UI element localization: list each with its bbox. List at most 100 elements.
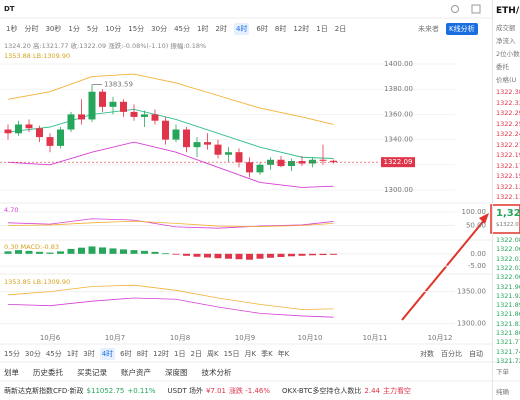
timeframe[interactable]: 15分 — [128, 25, 145, 33]
tab[interactable]: 账户资产 — [121, 367, 151, 377]
timeframe[interactable]: 4时 — [99, 347, 116, 360]
mode[interactable]: 未来者 — [418, 25, 439, 33]
timeframe[interactable]: 月K — [244, 349, 257, 358]
timeframe[interactable]: 6时 — [120, 349, 132, 358]
timeframe[interactable]: 12时 — [293, 25, 310, 33]
timeframe[interactable]: 年K — [277, 349, 290, 358]
candle-body — [288, 161, 295, 167]
toolbar: 15分 30分 45分 1时 3时 4时 6时 8时 12时 1日 2日 周K 15日 月K 季K 年K — [4, 347, 294, 360]
macd-bar — [298, 253, 306, 256]
book-text: 纯确 — [496, 388, 509, 396]
tab[interactable]: 技术分析 — [201, 367, 232, 377]
macd-bar — [319, 253, 327, 256]
timeframe[interactable]: 12时 — [153, 349, 170, 358]
macd-bar — [46, 252, 54, 254]
timeframe[interactable]: 30秒 — [45, 25, 62, 33]
timeframe[interactable]: 30分 — [151, 25, 168, 33]
y-tick-label: -5.00 — [468, 262, 486, 270]
candle-body — [46, 137, 54, 146]
candle-body — [109, 101, 117, 107]
tab[interactable]: 历史委托 — [33, 367, 63, 377]
macd-bar — [141, 250, 148, 254]
timeframe[interactable]: 1日 — [174, 349, 186, 358]
timeframe[interactable]: 8时 — [274, 25, 287, 33]
bid-price: 1321.77 — [496, 338, 520, 347]
timeframe[interactable]: 5分 — [86, 25, 99, 33]
analysis-button[interactable]: K线分析 — [446, 23, 478, 35]
macd-bar — [246, 253, 253, 260]
candle-body — [309, 159, 316, 164]
candle-body — [225, 152, 232, 155]
mid-sub: $1322.0 — [496, 222, 519, 228]
bid-price: 1322.08 — [496, 236, 520, 244]
ask-price: 1322.13 — [496, 182, 520, 191]
macd-bar — [225, 253, 232, 259]
timeframe[interactable]: 2日 — [190, 349, 202, 358]
high-label: 1383.59 — [104, 81, 133, 89]
timeframe[interactable]: 30分 — [24, 349, 41, 358]
timeframe[interactable]: 1时 — [66, 349, 79, 358]
timeframe[interactable]: 4时 — [233, 23, 250, 35]
macd-bar — [193, 253, 201, 257]
timeframe[interactable]: 8时 — [136, 349, 149, 358]
order-button[interactable]: 下单 — [496, 368, 509, 376]
macd-bar — [183, 253, 190, 256]
pair: ETH/U — [496, 6, 520, 16]
band-line — [7, 73, 334, 125]
timeframe[interactable]: 10分 — [105, 25, 122, 33]
timeframe[interactable]: 15日 — [223, 349, 240, 358]
timeframe[interactable]: 季K — [261, 349, 273, 358]
tabs: 划单 历史委托 买卖记录 账户资产 深度图 技术分析 — [4, 364, 246, 380]
tab[interactable]: 买卖记录 — [77, 367, 107, 377]
timeframe[interactable]: 1分 — [68, 25, 80, 33]
ticker-change: 涨跌 -1.46% — [229, 387, 271, 395]
highlight-box — [490, 204, 520, 234]
mid-price: 1,322 — [496, 208, 520, 219]
ticker-name: USDT 场外 — [167, 387, 203, 395]
tab[interactable]: 划单 — [4, 367, 19, 377]
candle-body — [88, 91, 96, 120]
candle-body — [256, 164, 264, 173]
macd-bar — [15, 250, 22, 254]
timeframe[interactable]: 1时 — [197, 25, 209, 33]
indicator-label: 1353.85 LB:1309.90 — [4, 277, 71, 286]
timeframe[interactable]: 45分 — [45, 349, 62, 358]
timeframe[interactable]: 2时 — [215, 25, 227, 33]
ticker-name: OKX-BTC多空持仓人数比 — [282, 387, 362, 395]
ticker-price: 2.44 — [364, 387, 380, 395]
scale-option[interactable]: 百分比 — [441, 349, 462, 358]
timeframe[interactable]: 1日 — [316, 25, 328, 33]
candle-body — [36, 128, 43, 138]
ask-price: 1322.15 — [496, 172, 520, 180]
bid-price: 1321.80 — [496, 329, 520, 337]
book-text: 2位小数 — [496, 50, 520, 58]
macd-bar — [99, 247, 106, 254]
book-text: 委托 — [496, 63, 509, 71]
bid-price: 1321.92 — [496, 291, 520, 300]
timeframe[interactable]: 2日 — [334, 25, 347, 33]
x-tick-label: 10月11 — [363, 334, 388, 342]
timeframe[interactable]: 分时 — [24, 25, 39, 33]
x-tick-label: 10月6 — [40, 334, 61, 342]
icon[interactable] — [471, 4, 481, 14]
scale-option[interactable]: 自动 — [469, 349, 483, 358]
bid-price: 1322.06 — [496, 245, 520, 254]
y-tick-label: 0.00 — [470, 250, 486, 258]
candle-body — [193, 142, 201, 148]
timeframe[interactable]: 15分 — [4, 349, 20, 358]
icon[interactable] — [451, 5, 459, 13]
timeframe[interactable]: 1秒 — [6, 25, 18, 33]
macd-bar — [120, 249, 127, 254]
timeframe[interactable]: 45分 — [174, 25, 191, 33]
tab[interactable]: 深度图 — [165, 367, 188, 377]
timeframe[interactable]: 周K — [206, 349, 219, 358]
y-tick-label: 1380.00 — [384, 85, 413, 93]
bid-price: 1322.00 — [496, 273, 520, 282]
candle-body — [78, 114, 85, 120]
timeframe[interactable]: 3时 — [83, 349, 95, 358]
scale-option[interactable]: 对数 — [420, 349, 434, 358]
info-line: 1353.88 LB:1309.90 — [4, 52, 71, 60]
timeframe-bar: 1秒 分时 30秒 1分 5分 10分 15分 30分 45分 1时 2时 4时 6时 8时 12时 1日 2日 — [6, 22, 353, 36]
candle-body — [120, 101, 127, 112]
timeframe[interactable]: 6时 — [256, 25, 268, 33]
